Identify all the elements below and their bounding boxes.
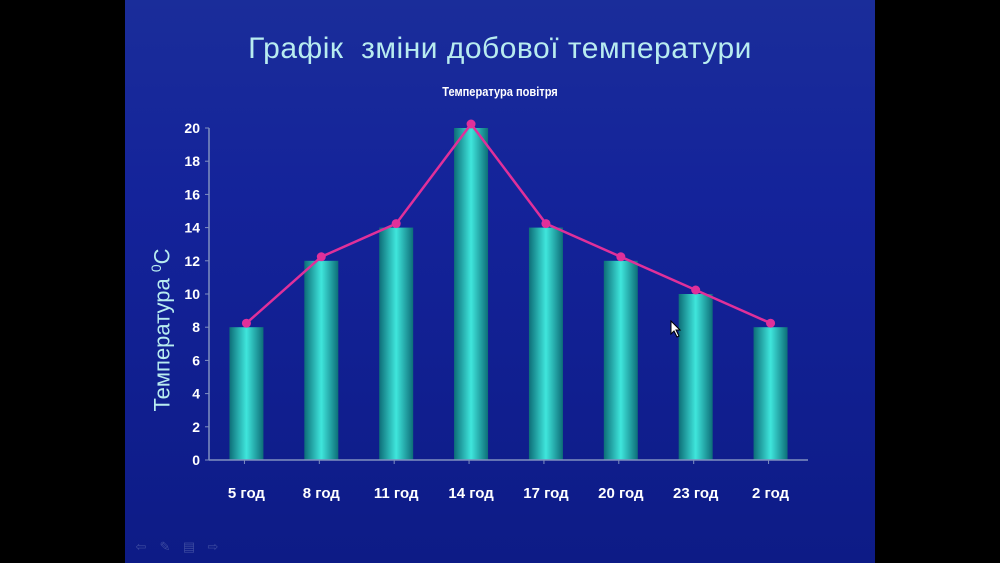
x-tick-label: 5 год xyxy=(228,485,266,502)
y-tick-label: 16 xyxy=(184,186,200,202)
x-tick-label: 23 год xyxy=(673,485,719,502)
line-point xyxy=(391,219,401,229)
bar xyxy=(528,227,563,460)
bar xyxy=(678,294,713,460)
x-tick-label: 14 год xyxy=(448,485,494,502)
line-point xyxy=(466,119,476,129)
x-tick-label: 20 год xyxy=(598,485,644,502)
y-tick-label: 2 xyxy=(192,419,200,435)
y-tick-label: 8 xyxy=(192,319,200,335)
bar xyxy=(379,227,414,460)
y-tick-label: 14 xyxy=(184,220,200,236)
line-point xyxy=(616,252,626,262)
chart: 0 2 4 6 8 10 12 14 16 18 20 5 год 8 год 11 год 14 год… xyxy=(184,119,808,502)
y-tick-label: 6 xyxy=(192,352,200,368)
line-series-group xyxy=(241,119,776,328)
x-tick-label: 2 год xyxy=(752,485,790,502)
bar xyxy=(304,260,339,460)
arrow-right-icon[interactable]: ⇨ xyxy=(207,539,219,554)
bar xyxy=(753,327,788,460)
line-point xyxy=(316,252,326,262)
arrow-left-icon[interactable]: ⇦ xyxy=(135,539,147,554)
y-tick-label: 4 xyxy=(192,386,200,402)
bar xyxy=(454,128,489,460)
x-tick-label: 17 год xyxy=(523,485,569,502)
y-tick-label: 20 xyxy=(184,120,200,136)
y-tick-label: 10 xyxy=(184,286,200,302)
y-tick-label: 12 xyxy=(184,253,200,269)
axes-group xyxy=(205,127,808,464)
bar xyxy=(229,327,264,460)
y-tick-label: 0 xyxy=(192,452,200,468)
line-point xyxy=(691,285,701,295)
line-point xyxy=(541,219,551,229)
chart-title: Температура повітря xyxy=(442,84,558,99)
bar xyxy=(603,260,638,460)
slide: Графік зміни добової температури Темпера… xyxy=(125,0,875,563)
slide-nav: ⇦ ✎ ▤ ⇨ xyxy=(133,539,221,555)
bars-group xyxy=(229,128,788,460)
menu-icon[interactable]: ▤ xyxy=(182,539,196,554)
line-point xyxy=(241,318,251,328)
y-tick-label: 18 xyxy=(184,153,200,169)
line-point xyxy=(766,318,776,328)
mouse-cursor-icon xyxy=(670,320,682,338)
pen-icon[interactable]: ✎ xyxy=(159,539,171,554)
x-ticks-group: 5 год 8 год 11 год 14 год 17 год 20 год 23 год… xyxy=(228,485,790,502)
x-tick-label: 8 год xyxy=(303,485,341,502)
temperature-line xyxy=(245,121,772,325)
y-ticks-group: 0 2 4 6 8 10 12 14 16 18 20 xyxy=(184,120,200,468)
x-tick-label: 11 год xyxy=(374,485,419,502)
slide-title: Графік зміни добової температури xyxy=(248,32,752,65)
